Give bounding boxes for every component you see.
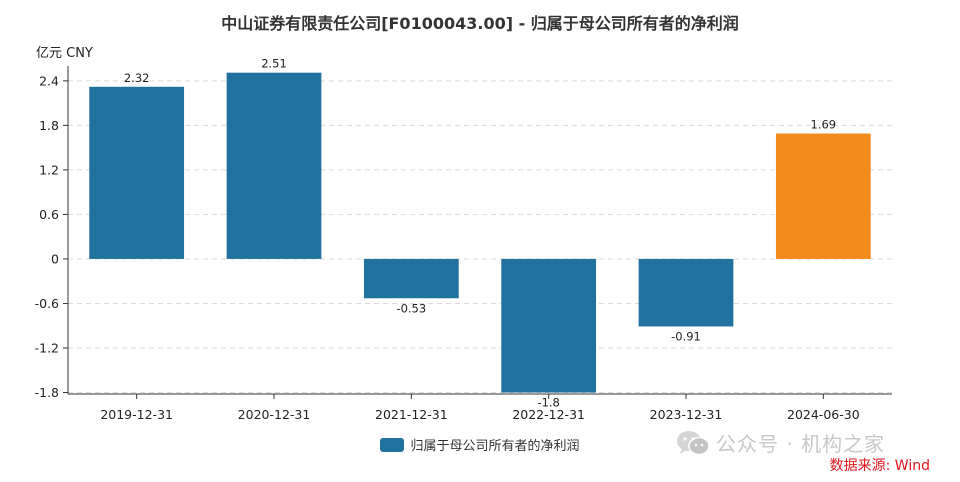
y-tick-label: -1.8 bbox=[35, 385, 59, 400]
y-tick-label: 1.8 bbox=[39, 118, 59, 133]
y-tick-label: 2.4 bbox=[39, 73, 59, 88]
data-label: 2.51 bbox=[261, 57, 287, 71]
gridlines bbox=[68, 80, 892, 394]
data-label: -0.53 bbox=[396, 301, 426, 315]
x-tick-label: 2020-12-31 bbox=[238, 407, 311, 422]
axes bbox=[63, 66, 892, 399]
data-label: 1.69 bbox=[811, 118, 837, 132]
bar bbox=[501, 258, 597, 393]
x-tick-label: 2022-12-31 bbox=[512, 407, 585, 422]
legend-swatch bbox=[380, 437, 405, 452]
data-label: -0.91 bbox=[671, 329, 701, 343]
data-label: 2.32 bbox=[124, 71, 150, 85]
bar bbox=[775, 133, 871, 259]
x-tick-label: 2019-12-31 bbox=[100, 407, 173, 422]
y-axis-unit-label: 亿元 CNY bbox=[36, 46, 93, 61]
watermark: 公众号 · 机构之家 bbox=[676, 428, 885, 457]
x-tick-label: 2021-12-31 bbox=[375, 407, 448, 422]
data-label: -1.8 bbox=[537, 396, 559, 410]
y-tick-label: 1.2 bbox=[39, 162, 59, 177]
bars bbox=[89, 72, 871, 393]
bar-chart: 2.4 1.8 1.2 0.6 0 -0.6 -1.2 -1.8 2.32 2019-12-31 2… bbox=[35, 57, 892, 422]
y-tick-label: -1.2 bbox=[35, 340, 59, 355]
data-source-label: 数据来源: Wind bbox=[829, 458, 930, 474]
labels: 2.4 1.8 1.2 0.6 0 -0.6 -1.2 -1.8 2.32 2019-12-31 2… bbox=[35, 57, 860, 422]
bar bbox=[89, 86, 185, 259]
bar bbox=[363, 258, 459, 299]
chart-title: 中山证券有限责任公司[F0100043.00] - 归属于母公司所有者的净利润 bbox=[221, 14, 739, 33]
y-tick-label: 0 bbox=[51, 251, 59, 266]
x-tick-label: 2024-06-30 bbox=[787, 407, 860, 422]
y-tick-label: 0.6 bbox=[39, 207, 59, 222]
y-tick-label: -0.6 bbox=[35, 296, 59, 311]
legend[interactable]: 归属于母公司所有者的净利润 bbox=[0, 435, 960, 454]
legend-label: 归属于母公司所有者的净利润 bbox=[410, 439, 580, 454]
bar bbox=[226, 72, 322, 259]
bar bbox=[638, 258, 734, 327]
wechat-icon bbox=[677, 430, 710, 455]
watermark-text: 公众号 · 机构之家 bbox=[716, 432, 886, 456]
x-tick-label: 2023-12-31 bbox=[650, 407, 723, 422]
